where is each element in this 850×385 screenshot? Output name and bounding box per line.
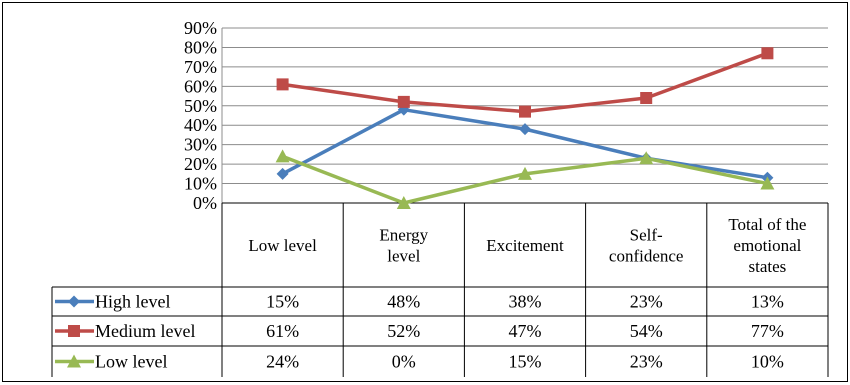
category-label: Energy level — [379, 226, 428, 266]
y-tick-label: 80% — [184, 37, 217, 57]
legend-key — [55, 295, 94, 308]
data-point — [639, 151, 654, 165]
category-label: Total of the emotional states — [728, 215, 806, 276]
y-tick-label: 20% — [184, 154, 217, 174]
y-tick-label: 60% — [184, 76, 217, 96]
series-lines — [275, 47, 775, 209]
table-cell: 0% — [392, 352, 416, 372]
table-cell: 15% — [509, 352, 542, 372]
data-point — [276, 167, 289, 180]
data-point — [396, 196, 411, 209]
legend-label: Medium level — [95, 321, 195, 341]
table-cell: 48% — [387, 292, 420, 312]
data-point — [760, 176, 775, 190]
legend-key — [55, 325, 94, 337]
data-point — [397, 95, 410, 108]
data-table: Low level Energy level Excitement Self-confi… — [51, 202, 829, 377]
category-label: Low level — [248, 236, 317, 255]
data-point — [519, 105, 531, 118]
table-cell: 77% — [751, 321, 784, 341]
series-low-level — [275, 149, 775, 209]
series-line — [282, 51, 769, 114]
table-cell: 23% — [630, 292, 663, 312]
legend-key — [55, 354, 94, 368]
table-cell: 38% — [509, 292, 542, 312]
table-cell: 47% — [509, 321, 542, 341]
data-point — [519, 123, 531, 136]
y-tick-label: 70% — [184, 57, 217, 77]
data-point — [761, 47, 774, 60]
data-point — [67, 354, 81, 368]
data-point — [276, 78, 289, 91]
table-cell: 61% — [266, 321, 299, 341]
data-point — [275, 149, 290, 163]
data-point — [68, 325, 80, 337]
table-cell: 52% — [387, 321, 420, 341]
table-cell: 23% — [630, 352, 663, 372]
y-tick-label: 30% — [184, 135, 217, 155]
y-tick-label: 40% — [184, 115, 217, 135]
legend-label: Low level — [95, 352, 167, 372]
data-point — [518, 166, 532, 180]
table-cell: 54% — [630, 321, 663, 341]
table-cell: 24% — [266, 352, 299, 372]
y-tick-label: 90% — [184, 18, 217, 38]
table-cell: 15% — [266, 292, 299, 312]
gridlines — [221, 27, 828, 203]
y-tick-label: 50% — [184, 96, 217, 116]
category-label: Self-confidence — [609, 226, 684, 266]
legend-label: High level — [95, 292, 170, 312]
data-point — [68, 295, 80, 308]
y-tick-label: 0% — [193, 193, 217, 213]
category-label: Excitement — [486, 236, 564, 255]
data-point — [640, 92, 653, 104]
y-tick-label: 10% — [184, 174, 217, 194]
y-axis-ticks: 0%10%20%30%40%50%60%70%80%90% — [184, 18, 217, 213]
table-cell: 10% — [751, 352, 784, 372]
series-medium-level — [276, 47, 774, 118]
table-cell: 13% — [751, 292, 784, 312]
